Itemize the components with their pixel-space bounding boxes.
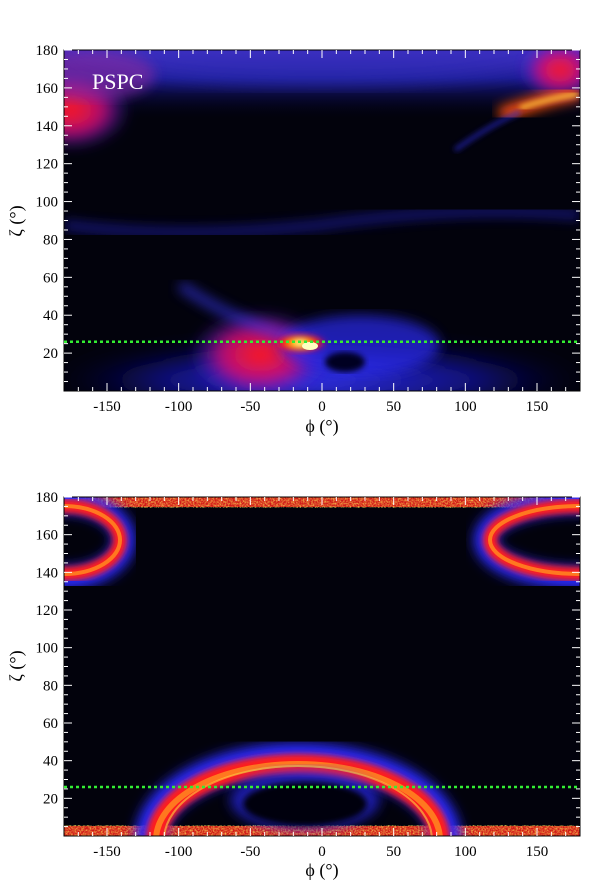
y-tick-label: 20: [43, 346, 58, 362]
x-tick-label: 150: [526, 399, 549, 415]
y-tick-label: 80: [43, 678, 58, 694]
y-axis-label: ζ (°): [6, 205, 27, 236]
x-tick-label: 100: [454, 844, 477, 860]
x-tick-label: -150: [93, 844, 121, 860]
y-tick-label: 120: [36, 157, 59, 173]
x-tick-label: -100: [165, 399, 193, 415]
x-axis-label: ϕ (°): [305, 860, 338, 881]
heatmap-image-pspc: [64, 50, 580, 391]
y-tick-label: 60: [43, 270, 58, 286]
y-tick-label: 60: [43, 716, 58, 732]
heatmap-panel-pspc: -150 -100 -50 0 50 100 150 20 40 60 80 100 120 140 160…: [6, 43, 581, 437]
y-axis-label: ζ (°): [6, 650, 27, 681]
y-tick-label: 140: [36, 565, 59, 581]
x-tick-label: -50: [240, 399, 260, 415]
heatmap-panel-bottom: -150 -100 -50 0 50 100 150 20 40 60 80 100 120 140 160…: [6, 490, 581, 881]
x-tick-label: -150: [93, 399, 121, 415]
x-tick-label: 50: [386, 844, 401, 860]
x-axis-label: ϕ (°): [305, 416, 338, 437]
y-tick-label: 20: [43, 791, 58, 807]
y-tick-label: 180: [36, 490, 59, 506]
y-tick-label: 100: [36, 641, 59, 657]
y-tick-label: 180: [36, 43, 59, 59]
y-tick-label: 40: [43, 308, 58, 324]
x-tick-label: 50: [386, 399, 401, 415]
y-tick-label: 40: [43, 754, 58, 770]
x-tick-label: 0: [318, 844, 326, 860]
x-tick-label: -50: [240, 844, 260, 860]
y-tick-label: 80: [43, 232, 58, 248]
y-tick-label: 160: [36, 528, 59, 544]
panel-label: PSPC: [92, 69, 143, 94]
x-tick-label: 150: [526, 844, 549, 860]
axis-ticks: -150 -100 -50 0 50 100 150 20 40 60 80 100 120 140 160…: [36, 490, 580, 860]
y-tick-label: 100: [36, 195, 59, 211]
axis-ticks: -150 -100 -50 0 50 100 150 20 40 60 80 100 120 140 160…: [36, 43, 580, 415]
y-tick-label: 160: [36, 81, 59, 97]
x-tick-label: 100: [454, 399, 477, 415]
x-tick-label: 0: [318, 399, 326, 415]
y-tick-label: 120: [36, 603, 59, 619]
x-tick-label: -100: [165, 844, 193, 860]
y-tick-label: 140: [36, 119, 59, 135]
